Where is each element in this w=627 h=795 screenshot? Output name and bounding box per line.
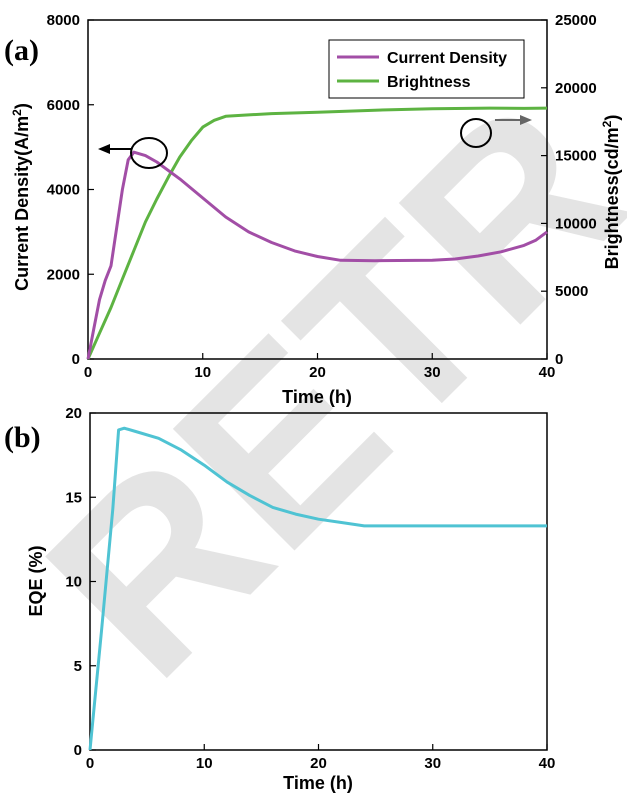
- annotation-circle-left: [130, 137, 168, 169]
- annotation-circle-right: [460, 118, 492, 148]
- arrow-left-head: [98, 144, 110, 154]
- axes-b: 0 10 20 30 40 0 5 10 15 20: [65, 405, 555, 772]
- y-label-unit-sup: 2: [10, 109, 24, 116]
- y-tick-label: 5: [74, 658, 82, 675]
- chart-b: (b) 0 10 20 30 40 0 5 10 15 20 Time (h) EQE (%): [4, 405, 555, 793]
- panel-label-a: (a): [4, 34, 39, 67]
- y2-tick-label: 0: [555, 351, 563, 368]
- y2-tick-label: 25000: [555, 12, 597, 29]
- y2-axis-label-a: Brightness(cd/m2): [600, 115, 622, 270]
- y-tick-label: 10: [65, 574, 82, 591]
- y-tick-label: 2000: [47, 266, 80, 283]
- y-axis-label-b: EQE (%): [26, 545, 46, 616]
- y-label-main: Current Density: [12, 156, 32, 291]
- legend-a: Current Density Brightness: [328, 39, 525, 99]
- x-tick-label: 40: [539, 364, 556, 381]
- y-tick-label: 0: [74, 742, 82, 759]
- y-axis-label-a: Current Density(A/m2): [10, 103, 32, 291]
- y-tick-label: 0: [72, 351, 80, 368]
- x-tick-label: 40: [539, 755, 556, 772]
- x-tick-label: 30: [424, 755, 441, 772]
- x-axis-label-b: Time (h): [283, 773, 353, 793]
- arrow-right-head: [520, 115, 532, 125]
- series-line-eqe: [88, 426, 547, 751]
- y2-label-main: Brightness: [602, 175, 622, 269]
- y-label-unit-pre: (A/m: [12, 116, 32, 156]
- x-tick-label: 20: [310, 755, 327, 772]
- y2-label-unit-pre: (cd/m: [602, 127, 622, 175]
- y2-tick-label: 10000: [555, 215, 597, 232]
- axes-a: 0 10 20 30 400200040006000800005000100001500…: [47, 12, 597, 381]
- y2-tick-label: 5000: [555, 283, 588, 300]
- series-b: [88, 426, 547, 751]
- y2-label-unit-post: ): [602, 115, 622, 121]
- x-tick-label: 10: [196, 755, 213, 772]
- legend-label-brightness: Brightness: [387, 74, 471, 91]
- legend-box: [328, 39, 525, 99]
- y-tick-label: 6000: [47, 97, 80, 114]
- series-a: [86, 106, 548, 360]
- x-axis-label-a: Time (h): [282, 387, 352, 407]
- y-tick-label: 20: [65, 405, 82, 422]
- y-tick-label: 8000: [47, 12, 80, 29]
- series-line-current-density: [86, 150, 548, 360]
- y2-tick-label: 20000: [555, 80, 597, 97]
- y-tick-label: 4000: [47, 182, 80, 199]
- y-label-unit-post: ): [12, 103, 32, 109]
- x-tick-label: 10: [194, 364, 211, 381]
- y-tick-label: 15: [65, 489, 82, 506]
- y2-label-unit-sup: 2: [600, 120, 614, 127]
- x-tick-label: 0: [84, 364, 92, 381]
- chart-a: (a) 0 10 20 30 40020004000600080000500010000…: [4, 12, 622, 407]
- x-tick-label: 20: [309, 364, 326, 381]
- x-tick-label: 0: [86, 755, 94, 772]
- x-tick-label: 30: [424, 364, 441, 381]
- series-line-brightness: [86, 106, 548, 360]
- panel-label-b: (b): [4, 421, 41, 454]
- y2-tick-label: 15000: [555, 148, 597, 165]
- legend-label-current-density: Current Density: [387, 50, 507, 67]
